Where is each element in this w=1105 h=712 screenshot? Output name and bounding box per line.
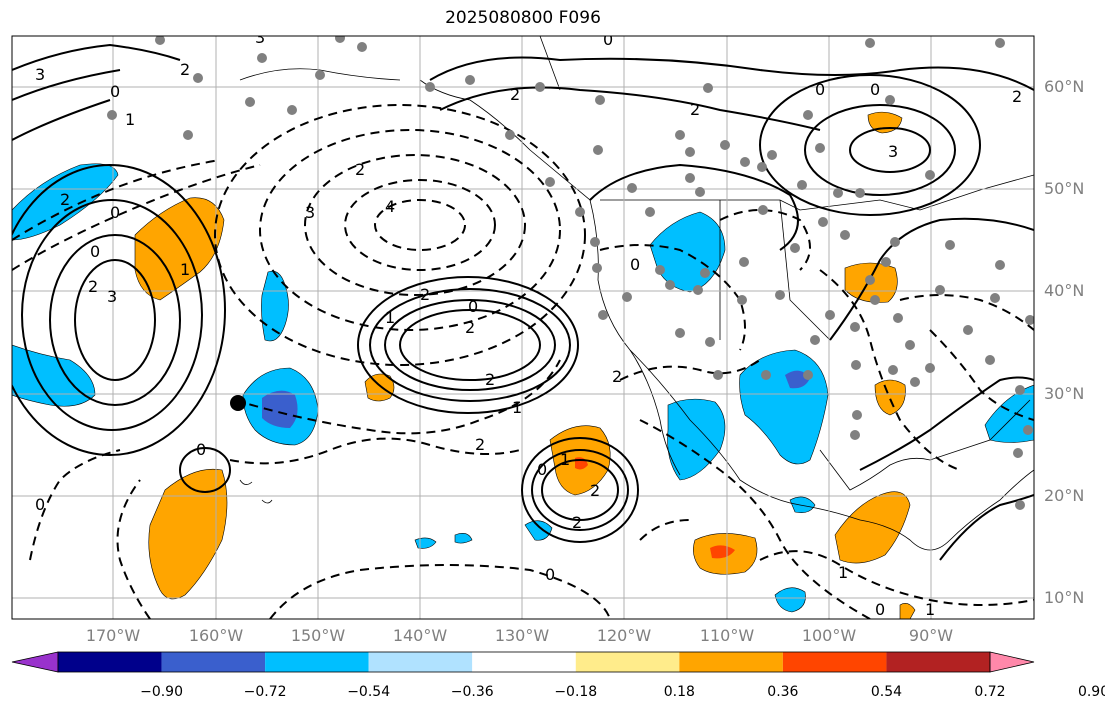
contour-label: 1 xyxy=(838,563,848,582)
contour-label: 2 xyxy=(612,367,622,386)
colorbar-segment xyxy=(679,652,783,672)
dashed-contours xyxy=(12,104,1034,619)
contour-label: 0 xyxy=(110,82,120,101)
colorbar-tick-label: 0.54 xyxy=(870,684,903,700)
lon-label: 90°W xyxy=(908,626,954,645)
contour-label: 2 xyxy=(590,481,600,500)
lon-label: 100°W xyxy=(801,626,857,645)
contour-label: 0 xyxy=(603,30,613,49)
contour-label: 1 xyxy=(925,600,935,619)
contour-label: 0 xyxy=(537,460,547,479)
contour-label: 0 xyxy=(468,297,478,316)
lon-label: 150°W xyxy=(290,626,346,645)
contour-label: 2 xyxy=(690,100,700,119)
colorbar-tick-label: −0.18 xyxy=(554,684,598,700)
contour-label: 2 xyxy=(180,60,190,79)
contour-label: 1 xyxy=(125,110,135,129)
colorbar-tick-label: 0.90 xyxy=(1077,684,1105,700)
colorbar-tick-label: −0.36 xyxy=(450,684,494,700)
contour-label: 0 xyxy=(815,80,825,99)
anomaly-fills xyxy=(12,111,1034,619)
lat-label: 40°N xyxy=(1044,281,1085,300)
colorbar-segment xyxy=(58,652,162,672)
contour-label: 3 xyxy=(35,65,45,84)
colorbar xyxy=(11,651,1035,673)
contour-label: 0 xyxy=(196,440,206,459)
colorbar-segment xyxy=(472,652,576,672)
lon-label: 140°W xyxy=(392,626,448,645)
map-title: 2025080800 F096 xyxy=(445,8,601,28)
contour-label: 1 xyxy=(180,260,190,279)
contour-label: 4 xyxy=(385,197,395,216)
colorbar-tick-label: −0.72 xyxy=(243,684,287,700)
contour-label: 2 xyxy=(355,160,365,179)
contour-label: 2 xyxy=(572,513,582,532)
lat-label: 20°N xyxy=(1044,486,1085,505)
contour-label: 3 xyxy=(107,287,117,306)
contour-label: 0 xyxy=(35,495,45,514)
contour-label: 3 xyxy=(255,28,265,47)
colorbar-segment xyxy=(161,652,266,672)
contour-label: 2 xyxy=(485,370,495,389)
contour-label: 0 xyxy=(630,255,640,274)
lat-label: 30°N xyxy=(1044,384,1085,403)
contour-label: 2 xyxy=(420,285,430,304)
colorbar-tick-label: 0.18 xyxy=(663,684,695,700)
contour-label: 2 xyxy=(60,190,70,209)
contour-label: 2 xyxy=(510,85,520,104)
contour-label: 1 xyxy=(560,450,570,469)
contour-label: 0 xyxy=(870,80,880,99)
contour-label: 0 xyxy=(90,242,100,261)
lon-label: 120°W xyxy=(596,626,652,645)
lat-label: 60°N xyxy=(1044,77,1085,96)
contour-label: 1 xyxy=(512,398,522,417)
colorbar-segment xyxy=(368,652,473,672)
station-dots xyxy=(107,36,1034,510)
colorbar-extend-max xyxy=(989,651,1035,673)
colorbar-segment xyxy=(575,652,680,672)
lat-label: 10°N xyxy=(1044,588,1085,607)
solid-contours xyxy=(12,43,1034,561)
colorbar-border xyxy=(57,651,991,673)
colorbar-extend-min xyxy=(11,651,59,673)
colorbar-segment xyxy=(886,652,990,672)
contour-label: 2 xyxy=(1012,87,1022,106)
contour-label: 1 xyxy=(385,308,395,327)
contour-label: 2 xyxy=(475,435,485,454)
colorbar-segment xyxy=(265,652,369,672)
contour-labels: 3 2 0 1 2 0 2 1 1 2 4 3 2 2 2 0 1 0 2 2 … xyxy=(35,28,1022,619)
contour-label: 2 xyxy=(88,277,98,296)
contour-label: 3 xyxy=(305,203,315,222)
colorbar-tick-label: −0.90 xyxy=(140,684,183,700)
lat-label: 50°N xyxy=(1044,179,1085,198)
contour-label: 2 xyxy=(465,318,475,337)
colorbar-tick-label: −0.54 xyxy=(347,684,391,700)
colorbar-tick-label: 0.72 xyxy=(974,684,1006,700)
colorbar-segment xyxy=(782,652,887,672)
map-frame xyxy=(11,35,1035,620)
storm-marker xyxy=(230,395,246,411)
contour-label: 3 xyxy=(888,142,898,161)
lon-label: 110°W xyxy=(699,626,755,645)
lon-label: 160°W xyxy=(188,626,244,645)
lon-label: 170°W xyxy=(85,626,141,645)
contour-label: 0 xyxy=(545,565,555,584)
contour-label: 0 xyxy=(110,203,120,222)
lon-label: 130°W xyxy=(494,626,550,645)
coastlines xyxy=(239,36,1034,551)
colorbar-tick-label: 0.36 xyxy=(767,684,799,700)
contour-label: 0 xyxy=(875,600,885,619)
